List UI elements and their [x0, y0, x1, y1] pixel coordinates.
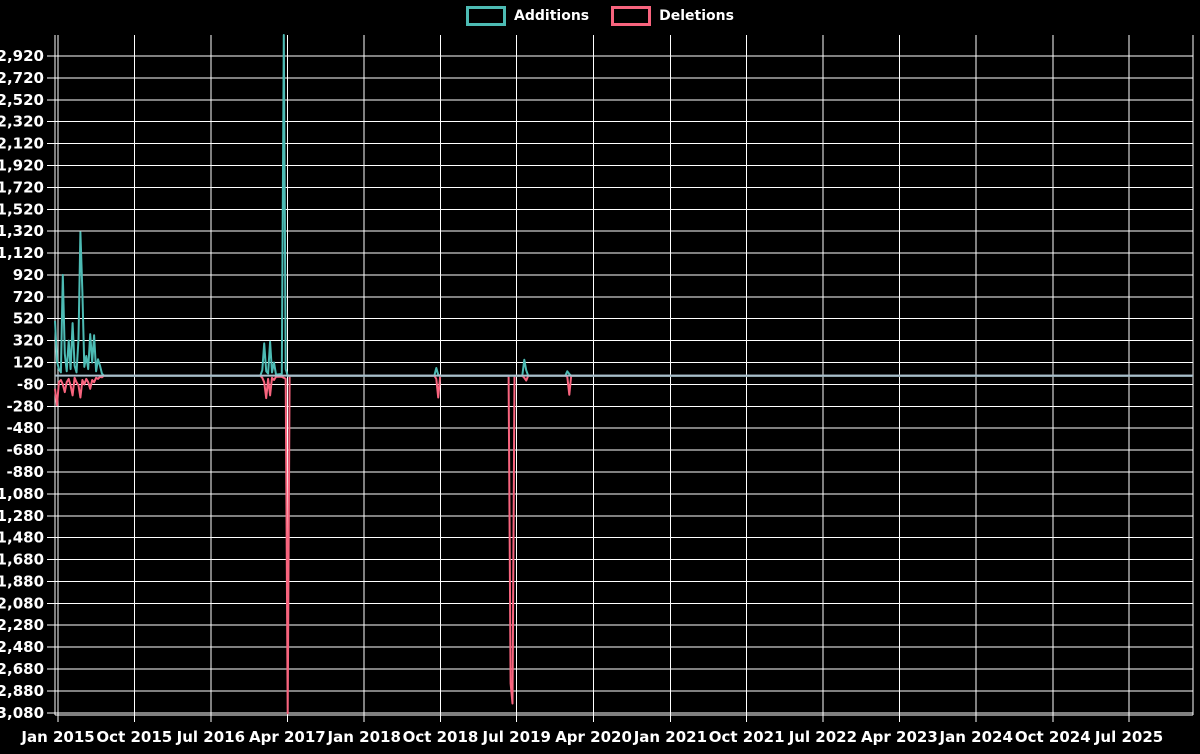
y-tick-label: -680 — [6, 441, 44, 459]
x-tick-label: Jan 2018 — [327, 728, 401, 746]
y-tick-label: -2,280 — [0, 616, 44, 634]
y-tick-label: -3,080 — [0, 704, 44, 722]
y-tick-label: 920 — [13, 266, 44, 284]
legend-label: Deletions — [659, 8, 734, 24]
y-tick-label: -880 — [6, 463, 44, 481]
x-tick-label: Jul 2019 — [482, 728, 551, 746]
legend-swatch-deletions — [611, 6, 652, 26]
y-tick-label: 1,920 — [0, 156, 44, 174]
x-tick-label: Oct 2015 — [96, 728, 172, 746]
y-tick-label: 1,120 — [0, 244, 44, 262]
legend-swatch-additions — [466, 6, 507, 26]
x-tick-label: Jul 2025 — [1094, 728, 1163, 746]
y-tick-label: 2,520 — [0, 91, 44, 109]
x-tick-label: Jan 2015 — [20, 728, 94, 746]
x-tick-label: Jan 2021 — [633, 728, 707, 746]
legend-item-deletions[interactable]: Deletions — [611, 6, 734, 26]
y-tick-label: -1,880 — [0, 572, 44, 590]
x-tick-label: Apr 2020 — [555, 728, 632, 746]
x-tick-label: Jul 2016 — [176, 728, 245, 746]
y-tick-label: 520 — [13, 310, 44, 328]
gridlines — [47, 35, 1193, 722]
y-tick-label: 720 — [13, 288, 44, 306]
y-tick-label: -280 — [6, 397, 44, 415]
x-tick-label: Oct 2024 — [1015, 728, 1091, 746]
x-tick-label: Apr 2017 — [249, 728, 326, 746]
y-tick-label: -1,080 — [0, 485, 44, 503]
y-tick-label: 2,920 — [0, 47, 44, 65]
x-tick-label: Jan 2024 — [939, 728, 1013, 746]
y-tick-label: 320 — [13, 332, 44, 350]
y-tick-label: -2,880 — [0, 682, 44, 700]
y-tick-label: -2,480 — [0, 638, 44, 656]
y-tick-label: -1,680 — [0, 551, 44, 569]
y-tick-label: 1,320 — [0, 222, 44, 240]
y-tick-label: 1,720 — [0, 178, 44, 196]
x-tick-label: Jul 2022 — [788, 728, 857, 746]
y-tick-label: -80 — [17, 375, 44, 393]
additions-line — [54, 34, 1193, 377]
y-tick-label: -1,280 — [0, 507, 44, 525]
x-tick-label: Apr 2023 — [861, 728, 938, 746]
y-tick-label: 2,320 — [0, 113, 44, 131]
y-tick-label: -1,480 — [0, 529, 44, 547]
y-tick-label: 2,120 — [0, 135, 44, 153]
y-tick-label: -2,680 — [0, 660, 44, 678]
deletions-line — [54, 374, 1193, 715]
legend-label: Additions — [514, 8, 590, 24]
chart-legend: Additions Deletions — [0, 6, 1200, 26]
y-tick-label: 120 — [13, 354, 44, 372]
y-tick-label: -480 — [6, 419, 44, 437]
axis-tick-labels: 2,920 2,720 2,520 2,320 2,120 1,920 1,720 1,520… — [0, 47, 1163, 746]
y-tick-label: 1,520 — [0, 200, 44, 218]
x-tick-label: Oct 2021 — [709, 728, 785, 746]
y-tick-label: -2,080 — [0, 594, 44, 612]
y-tick-label: 2,720 — [0, 69, 44, 87]
legend-item-additions[interactable]: Additions — [466, 6, 589, 26]
x-tick-label: Oct 2018 — [403, 728, 479, 746]
